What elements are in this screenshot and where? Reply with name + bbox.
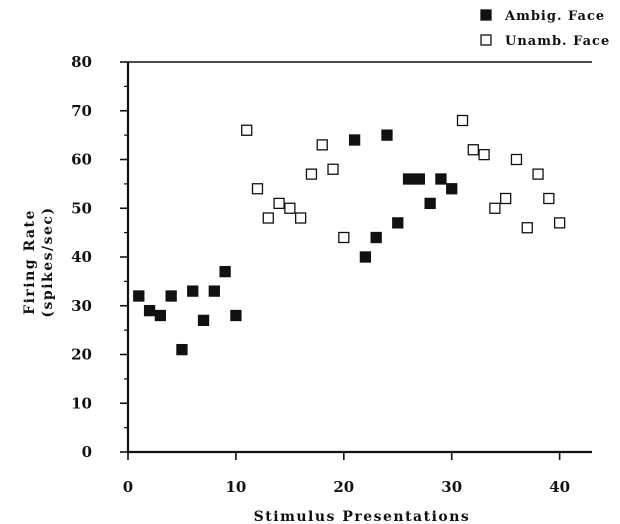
point-ambig-face [154,309,167,322]
y-tick-label: 60 [71,151,92,169]
legend-marker-ambig-face [480,9,492,21]
point-ambig-face [359,251,372,263]
point-unamb-face [456,114,469,127]
y-axis-label-line1: Firing Rate [22,209,38,315]
y-tick-label: 40 [71,248,92,266]
point-ambig-face [446,183,458,195]
point-ambig-face [413,173,425,185]
point-unamb-face [489,202,501,214]
point-unamb-face [273,197,285,210]
point-ambig-face [219,265,231,278]
point-unamb-face [478,148,490,161]
y-tick-label: 50 [71,199,92,217]
legend-label-ambig-face: Ambig. Face [504,9,605,24]
point-ambig-face [165,290,177,302]
point-ambig-face [230,309,242,322]
legend: Ambig. Face Unamb. Face [480,9,610,49]
point-ambig-face [187,285,199,297]
point-ambig-face [424,197,436,210]
x-tick-label: 30 [441,478,462,496]
series-ambig-face [133,129,458,356]
x-tick-label: 0 [123,478,133,496]
point-unamb-face [338,231,350,244]
point-ambig-face [208,285,220,297]
point-unamb-face [251,183,264,195]
y-tick-label: 80 [71,53,92,71]
point-ambig-face [435,173,447,185]
point-unamb-face [521,222,533,234]
y-tick-label: 20 [71,346,92,364]
y-axis-ticks: 0 10 20 30 40 50 60 70 80 [71,53,128,461]
point-unamb-face [284,202,296,214]
point-ambig-face [197,314,210,327]
point-unamb-face [305,168,318,180]
y-tick-label: 70 [71,102,92,120]
x-axis-label: Stimulus Presentations [254,509,471,524]
point-ambig-face [143,304,156,317]
x-tick-label: 40 [549,478,570,496]
x-tick-label: 20 [333,478,354,496]
point-unamb-face [241,124,253,136]
point-unamb-face [295,212,307,224]
y-tick-label: 0 [82,443,92,461]
point-ambig-face [381,129,393,141]
point-unamb-face [316,139,328,151]
legend-label-unamb-face: Unamb. Face [505,34,610,49]
data-points [133,114,566,356]
y-tick-label: 30 [71,297,92,315]
y-tick-label: 10 [71,394,92,412]
y-axis-label: Firing Rate (spikes/sec) [22,206,56,317]
point-unamb-face [553,217,566,229]
point-unamb-face [500,192,512,205]
point-unamb-face [327,163,339,175]
point-ambig-face [370,231,382,244]
point-ambig-face [348,134,361,146]
point-unamb-face [262,212,274,224]
point-unamb-face [532,168,544,180]
legend-marker-unamb-face [480,34,492,46]
x-tick-label: 10 [225,478,246,496]
x-axis-ticks: 0 10 20 30 40 [123,452,570,496]
y-axis-label-line2: (spikes/sec) [40,206,56,317]
point-ambig-face [392,217,404,229]
point-ambig-face [133,290,145,302]
series-unamb-face [241,114,566,244]
point-unamb-face [543,192,555,205]
point-ambig-face [402,173,415,185]
point-unamb-face [467,144,479,156]
point-ambig-face [176,343,188,356]
point-unamb-face [510,153,523,166]
